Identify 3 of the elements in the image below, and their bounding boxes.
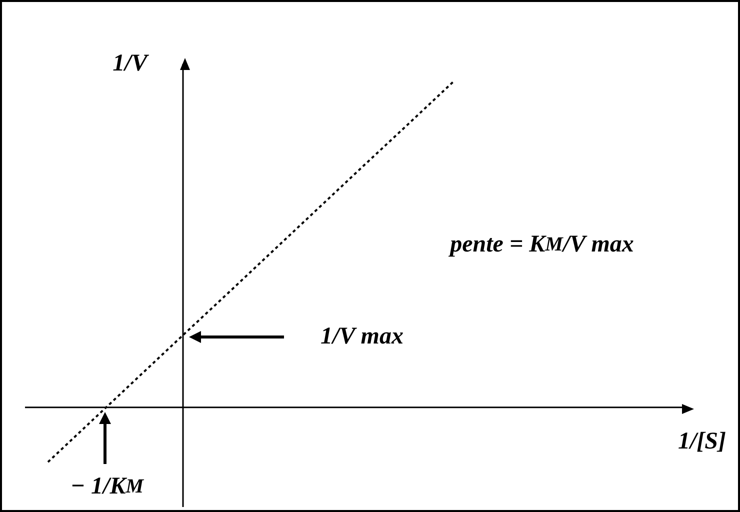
text: 1/[S] (678, 428, 726, 456)
annotation: 1/V max (320, 324, 404, 350)
text: 1/V (112, 50, 148, 78)
